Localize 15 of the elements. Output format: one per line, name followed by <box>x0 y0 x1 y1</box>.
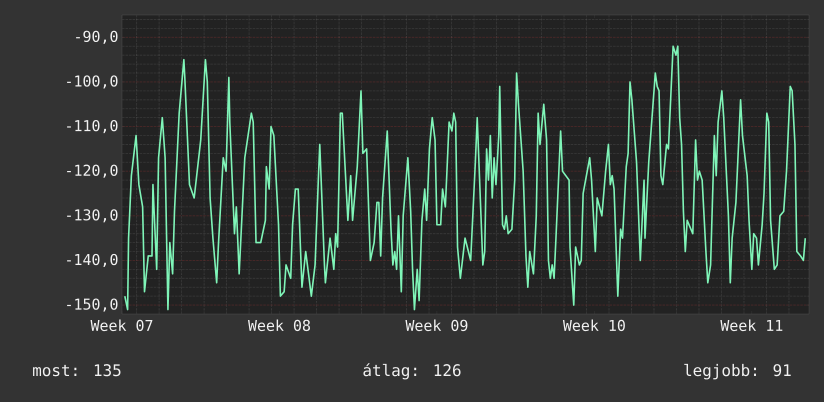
y-tick-label: -90,0 <box>76 30 118 44</box>
x-tick-label: Week 11 <box>720 320 782 332</box>
text: átlag: 126 <box>363 363 461 380</box>
text: most: 135 <box>33 364 120 376</box>
y-tick-label: -110,0 <box>67 120 118 134</box>
y-tick-label: -150,0 <box>67 298 118 312</box>
y-tick-label: -140,0 <box>67 254 118 268</box>
y-tick-label: -130,0 <box>67 209 118 222</box>
y-tick-label: -120,0 <box>67 164 118 178</box>
x-tick-label: Week 10 <box>562 320 625 332</box>
x-tick-label: Week 09 <box>405 320 468 332</box>
text: legjobb: 91 <box>684 364 791 380</box>
x-tick-label: Week 08 <box>248 320 310 332</box>
x-tick-label: Week 07 <box>90 320 152 332</box>
y-tick-label: -100,0 <box>67 75 118 89</box>
